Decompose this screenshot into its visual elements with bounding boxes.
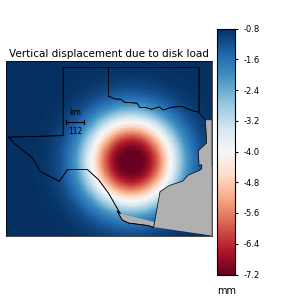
Title: Vertical displacement due to disk load: Vertical displacement due to disk load xyxy=(9,49,208,59)
Text: mm: mm xyxy=(217,286,237,296)
Polygon shape xyxy=(154,120,212,236)
Text: 112: 112 xyxy=(68,127,82,136)
Text: km: km xyxy=(69,108,81,117)
Polygon shape xyxy=(117,166,212,236)
